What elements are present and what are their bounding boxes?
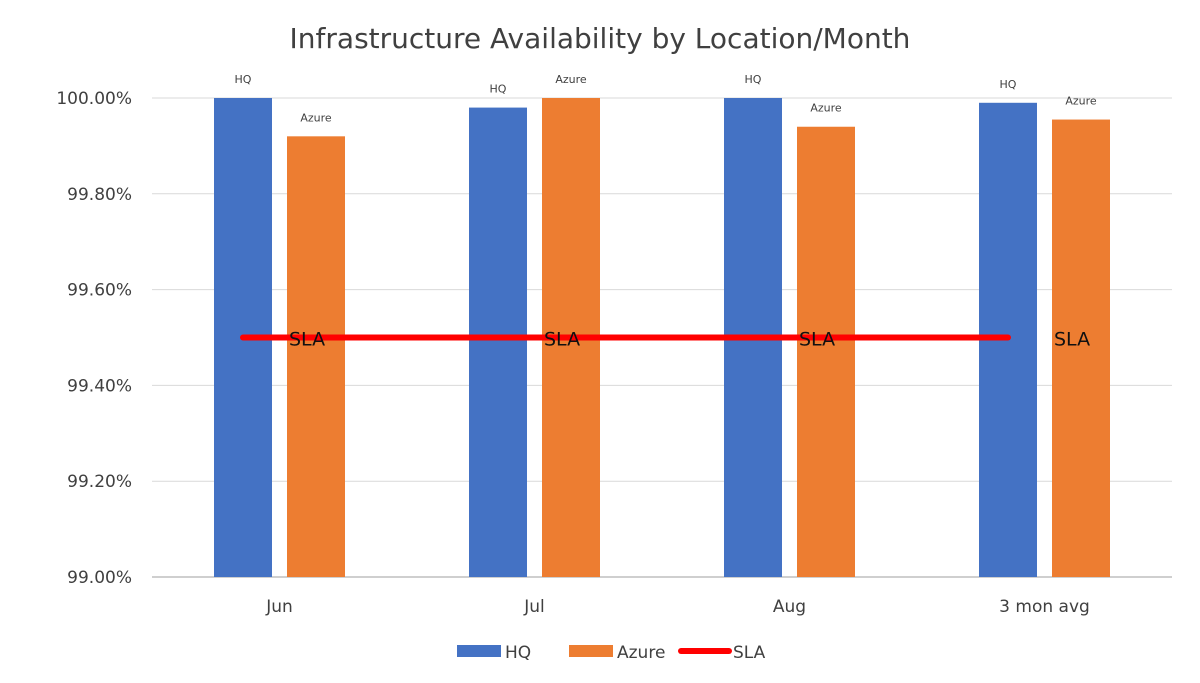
- legend: HQ Azure SLA: [457, 643, 766, 663]
- data-label-azure: Azure: [555, 73, 587, 86]
- y-tick-label: 99.80%: [67, 185, 132, 205]
- sla-data-label: SLA: [799, 329, 835, 351]
- sla-data-label: SLA: [1054, 329, 1090, 351]
- legend-label-hq: HQ: [505, 643, 531, 663]
- data-label-azure: Azure: [810, 102, 842, 115]
- y-tick-label: 100.00%: [56, 89, 132, 109]
- x-category-label: Jul: [523, 597, 545, 617]
- data-labels: HQ Azure HQ Azure HQ Azure HQ Azure SLA SLA SLA SLA: [235, 73, 1097, 351]
- x-category-label: Jun: [265, 597, 293, 617]
- sla-data-label: SLA: [289, 329, 325, 351]
- legend-swatch-hq: [457, 645, 501, 657]
- y-tick-label: 99.40%: [67, 376, 132, 396]
- bar-azure: [797, 126, 855, 578]
- x-category-label: 3 mon avg: [999, 597, 1090, 617]
- bar-azure: [287, 136, 345, 577]
- legend-label-sla: SLA: [733, 643, 766, 663]
- data-label-azure: Azure: [300, 111, 332, 124]
- legend-swatch-azure: [569, 645, 613, 657]
- chart-title: Infrastructure Availability by Location/…: [290, 22, 911, 55]
- y-tick-label: 99.20%: [67, 472, 132, 492]
- sla-data-label: SLA: [544, 329, 580, 351]
- legend-label-azure: Azure: [617, 643, 665, 663]
- data-label-azure: Azure: [1065, 95, 1097, 108]
- y-axis-tick-labels: 99.00% 99.20% 99.40% 99.60% 99.80% 100.00%: [56, 89, 132, 588]
- y-tick-label: 99.60%: [67, 281, 132, 301]
- data-label-hq: HQ: [745, 73, 762, 86]
- y-tick-label: 99.00%: [67, 568, 132, 588]
- bar-hq: [469, 107, 527, 577]
- bar-azure: [1052, 119, 1110, 578]
- data-label-hq: HQ: [235, 73, 252, 86]
- x-axis-category-labels: Jun Jul Aug 3 mon avg: [265, 597, 1090, 617]
- data-label-hq: HQ: [490, 83, 507, 96]
- data-label-hq: HQ: [1000, 78, 1017, 91]
- x-category-label: Aug: [773, 597, 806, 617]
